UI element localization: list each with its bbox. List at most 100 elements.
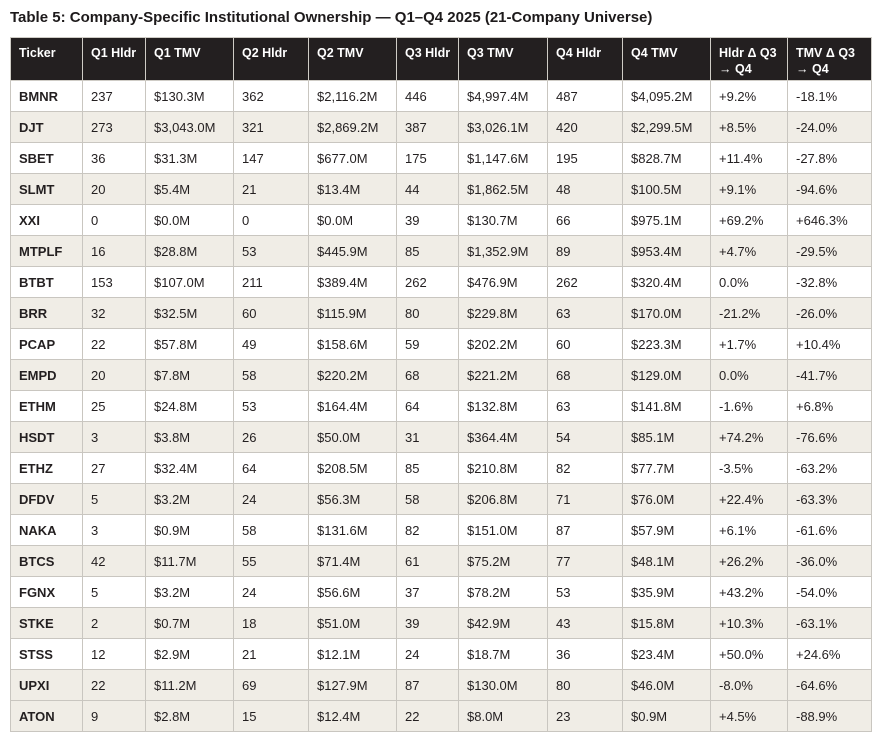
table-row: HSDT 3 $3.8M 26 $50.0M 31 $364.4M 54 $85.1M +74.2… [10,421,872,453]
cell-value: +9.2% [710,80,788,112]
cell-ticker: NAKA [10,514,83,546]
cell-value: 82 [547,452,623,484]
cell-value: 49 [233,328,309,360]
cell-ticker: FGNX [10,576,83,608]
cell-value: 80 [396,297,459,329]
cell-value: -24.0% [787,111,872,143]
cell-value: $3.2M [145,483,234,515]
cell-value: +74.2% [710,421,788,453]
cell-value: +24.6% [787,638,872,670]
cell-value: 3 [82,421,146,453]
table-row: DJT 273 $3,043.0M 321 $2,869.2M 387 $3,026.1M 4… [10,111,872,143]
cell-value: $3,026.1M [458,111,548,143]
cell-value: $0.9M [145,514,234,546]
cell-value: $130.7M [458,204,548,236]
cell-value: 9 [82,700,146,732]
cell-value: $164.4M [308,390,397,422]
cell-value: 71 [547,483,623,515]
cell-value: -61.6% [787,514,872,546]
cell-value: 68 [547,359,623,391]
cell-value: 87 [547,514,623,546]
cell-value: $223.3M [622,328,711,360]
cell-value: -63.3% [787,483,872,515]
cell-value: 32 [82,297,146,329]
cell-value: 22 [396,700,459,732]
cell-value: 0 [233,204,309,236]
cell-value: 147 [233,142,309,174]
cell-value: 22 [82,669,146,701]
cell-value: 24 [233,483,309,515]
cell-value: 63 [547,297,623,329]
cell-value: 2 [82,607,146,639]
cell-value: $206.8M [458,483,548,515]
cell-value: $85.1M [622,421,711,453]
cell-value: 85 [396,235,459,267]
cell-value: 321 [233,111,309,143]
cell-value: $2,869.2M [308,111,397,143]
cell-value: 59 [396,328,459,360]
cell-value: +1.7% [710,328,788,360]
cell-value: 26 [233,421,309,453]
table-row: STSS 12 $2.9M 21 $12.1M 24 $18.7M 36 $23.4M +50.0… [10,638,872,670]
cell-value: -88.9% [787,700,872,732]
cell-value: 20 [82,173,146,205]
institutional-ownership-table: Ticker Q1 Hldr Q1 TMV Q2 Hldr Q2 TMV Q3 Hldr Q… [10,37,872,732]
cell-ticker: XXI [10,204,83,236]
cell-value: -36.0% [787,545,872,577]
cell-value: +43.2% [710,576,788,608]
cell-value: +646.3% [787,204,872,236]
table-body: BMNR 237 $130.3M 362 $2,116.2M 446 $4,997.4M 48… [10,80,872,732]
column-header-q1-hldr: Q1 Hldr [82,37,146,81]
cell-value: $56.3M [308,483,397,515]
table-row: FGNX 5 $3.2M 24 $56.6M 37 $78.2M 53 $35.9M +43.2%… [10,576,872,608]
column-header-ticker: Ticker [10,37,83,81]
cell-value: 153 [82,266,146,298]
cell-value: $5.4M [145,173,234,205]
cell-value: 53 [233,235,309,267]
cell-value: +26.2% [710,545,788,577]
cell-value: 39 [396,204,459,236]
cell-value: 22 [82,328,146,360]
column-header-q4-hldr: Q4 Hldr [547,37,623,81]
cell-value: -8.0% [710,669,788,701]
cell-value: -27.8% [787,142,872,174]
cell-value: $13.4M [308,173,397,205]
cell-ticker: EMPD [10,359,83,391]
cell-ticker: MTPLF [10,235,83,267]
cell-value: 63 [547,390,623,422]
cell-value: +10.4% [787,328,872,360]
cell-value: 16 [82,235,146,267]
cell-value: $15.8M [622,607,711,639]
table-row: ETHM 25 $24.8M 53 $164.4M 64 $132.8M 63 $141.8M -… [10,390,872,422]
cell-value: 0.0% [710,266,788,298]
cell-value: $4,095.2M [622,80,711,112]
cell-value: +4.5% [710,700,788,732]
cell-value: $208.5M [308,452,397,484]
cell-value: +50.0% [710,638,788,670]
cell-value: $1,352.9M [458,235,548,267]
cell-value: $0.7M [145,607,234,639]
cell-value: $320.4M [622,266,711,298]
cell-value: $2,116.2M [308,80,397,112]
cell-ticker: BTCS [10,545,83,577]
cell-value: $78.2M [458,576,548,608]
table-row: SBET 36 $31.3M 147 $677.0M 175 $1,147.6M 195 $82… [10,142,872,174]
cell-value: $953.4M [622,235,711,267]
cell-value: $131.6M [308,514,397,546]
cell-value: 175 [396,142,459,174]
cell-value: 69 [233,669,309,701]
cell-value: 58 [233,514,309,546]
cell-value: $129.0M [622,359,711,391]
cell-value: $158.6M [308,328,397,360]
cell-value: 3 [82,514,146,546]
table-row: BTBT 153 $107.0M 211 $389.4M 262 $476.9M 262 $32… [10,266,872,298]
cell-value: +10.3% [710,607,788,639]
cell-value: 37 [396,576,459,608]
cell-value: 36 [82,142,146,174]
cell-ticker: ATON [10,700,83,732]
cell-value: $229.8M [458,297,548,329]
cell-value: +4.7% [710,235,788,267]
cell-value: $141.8M [622,390,711,422]
cell-value: 25 [82,390,146,422]
cell-value: $23.4M [622,638,711,670]
